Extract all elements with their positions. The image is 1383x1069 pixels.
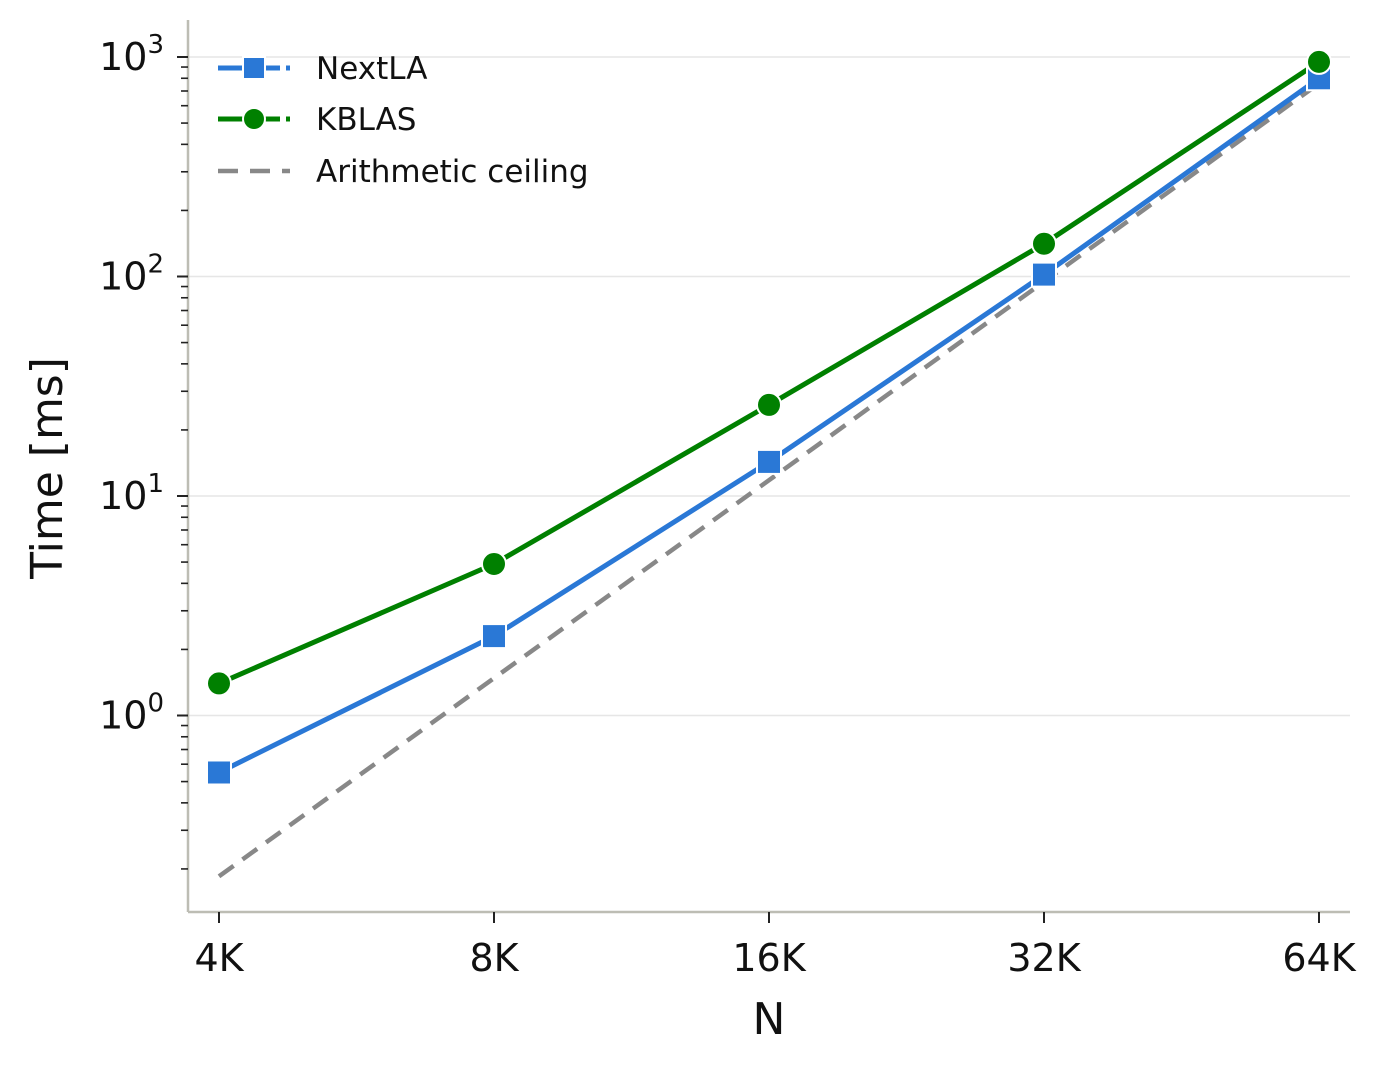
data-point-circle xyxy=(1031,230,1057,257)
y-ticks: 100 101 102 103 xyxy=(99,30,188,870)
data-point-square xyxy=(1031,261,1057,288)
y-tick-label: 101 xyxy=(99,469,164,518)
y-tick-label: 100 xyxy=(99,689,164,738)
data-point-circle xyxy=(756,391,782,418)
x-tick-label: 8K xyxy=(469,936,519,980)
x-tick-label: 16K xyxy=(732,936,806,980)
data-point-circle xyxy=(1306,48,1332,75)
x-axis-label: N xyxy=(753,994,786,1045)
y-tick-label: 103 xyxy=(99,30,164,79)
legend: NextLA KBLAS Arithmetic ceiling xyxy=(218,51,589,190)
x-tick-label: 4K xyxy=(194,936,244,980)
y-tick-label: 102 xyxy=(99,250,164,299)
y-axis-label: Time [ms] xyxy=(22,357,73,580)
data-point-circle xyxy=(206,670,232,697)
series-line-arithmetic-ceiling xyxy=(217,81,1321,879)
data-point-circle xyxy=(481,551,507,578)
x-tick-label: 64K xyxy=(1282,936,1356,980)
x-tick-label: 32K xyxy=(1007,936,1081,980)
grid-lines xyxy=(188,56,1350,717)
legend-label: NextLA xyxy=(316,51,427,87)
x-ticks: 4K 8K 16K 32K 64K xyxy=(194,912,1357,980)
data-point-square xyxy=(756,448,782,475)
data-point-square xyxy=(206,759,232,786)
data-point-square xyxy=(481,623,507,650)
legend-label: KBLAS xyxy=(316,102,416,138)
series xyxy=(206,48,1332,879)
legend-marker-square xyxy=(242,56,266,80)
legend-label: Arithmetic ceiling xyxy=(316,154,589,190)
legend-marker-circle xyxy=(242,107,266,131)
